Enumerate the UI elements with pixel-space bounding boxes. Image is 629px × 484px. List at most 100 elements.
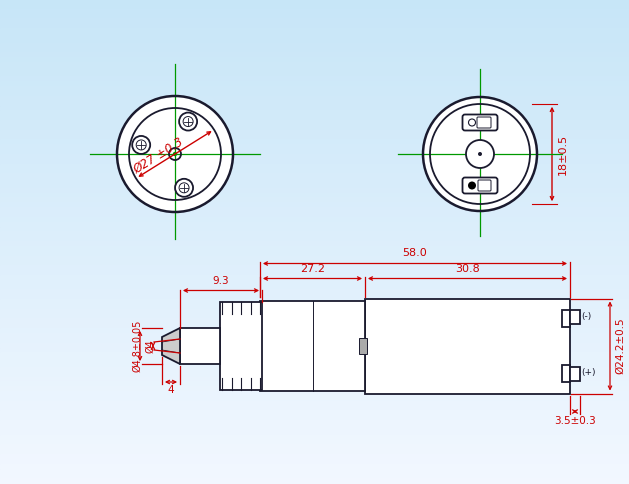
Bar (0, 57, 629, 63)
Bar (0, 149, 629, 155)
Bar (0, 430, 629, 436)
Bar (0, 367, 629, 373)
Bar (0, 23, 629, 29)
Bar (0, 280, 629, 286)
Bar (0, 217, 629, 223)
Bar (0, 183, 629, 189)
Bar (0, 159, 629, 165)
Bar (0, 130, 629, 136)
Bar (0, 285, 629, 290)
Bar (0, 410, 629, 416)
FancyBboxPatch shape (462, 178, 498, 194)
Bar (0, 135, 629, 140)
Bar (0, 33, 629, 39)
Bar (0, 81, 629, 87)
Bar (0, 168, 629, 174)
Bar (0, 357, 629, 363)
Circle shape (469, 119, 476, 126)
Bar (0, 231, 629, 237)
Bar (0, 241, 629, 247)
Circle shape (132, 136, 150, 154)
Bar (0, 222, 629, 227)
Bar (0, 43, 629, 48)
FancyBboxPatch shape (477, 117, 491, 128)
Bar (0, 343, 629, 348)
Bar (0, 251, 629, 257)
Bar (0, 352, 629, 358)
Bar (0, 473, 629, 479)
Bar (0, 144, 629, 150)
Circle shape (117, 96, 233, 212)
Bar (0, 256, 629, 261)
Text: Ø4.8±0.05: Ø4.8±0.05 (132, 320, 142, 372)
Bar (0, 164, 629, 169)
Bar (0, 91, 629, 97)
Bar (0, 391, 629, 397)
Bar (0, 323, 629, 329)
Bar (0, 304, 629, 310)
Bar (0, 4, 629, 10)
Bar (0, 299, 629, 305)
Bar (0, 62, 629, 68)
Text: 18±0.5: 18±0.5 (558, 134, 568, 175)
Bar (0, 236, 629, 242)
Text: Ø4: Ø4 (145, 339, 155, 353)
Bar (0, 106, 629, 111)
Bar (0, 478, 629, 484)
Bar (0, 318, 629, 324)
Bar (0, 72, 629, 77)
Circle shape (478, 152, 482, 156)
Bar (0, 314, 629, 319)
Text: (-): (-) (581, 312, 591, 320)
Bar (0, 459, 629, 465)
Bar (570, 310, 580, 324)
FancyBboxPatch shape (478, 180, 491, 191)
Bar (0, 454, 629, 460)
Bar (0, 265, 629, 271)
Bar (0, 372, 629, 378)
Bar (0, 338, 629, 344)
Text: 4: 4 (168, 385, 174, 395)
Circle shape (466, 140, 494, 168)
Text: (+): (+) (581, 368, 596, 378)
Bar (0, 425, 629, 431)
Bar (0, 309, 629, 315)
Bar (0, 415, 629, 421)
Text: Ø24.2±0.5: Ø24.2±0.5 (615, 318, 625, 374)
Bar (0, 464, 629, 469)
Bar (0, 439, 629, 445)
Bar (0, 139, 629, 145)
Bar (0, 115, 629, 121)
Bar (0, 96, 629, 102)
Bar (0, 67, 629, 73)
Bar (0, 47, 629, 53)
Bar (0, 212, 629, 218)
Bar (0, 154, 629, 160)
Bar (0, 173, 629, 179)
Text: 9.3: 9.3 (213, 276, 230, 287)
Text: Ø27 ±0.3: Ø27 ±0.3 (131, 136, 186, 177)
Bar (0, 435, 629, 440)
Bar (0, 0, 629, 5)
Bar (220, 302, 262, 390)
Bar (365, 299, 570, 393)
Bar (0, 110, 629, 116)
Bar (0, 76, 629, 82)
Polygon shape (162, 328, 180, 364)
Bar (0, 227, 629, 232)
Bar (0, 188, 629, 194)
Bar (0, 328, 629, 334)
Bar (0, 377, 629, 382)
Bar (0, 14, 629, 19)
Bar (0, 270, 629, 276)
Circle shape (468, 182, 476, 190)
Bar (0, 396, 629, 402)
FancyBboxPatch shape (462, 115, 498, 131)
Bar (0, 120, 629, 126)
Bar (0, 207, 629, 213)
Bar (0, 449, 629, 455)
Bar (260, 301, 365, 391)
Bar (0, 101, 629, 106)
Bar (0, 193, 629, 198)
Bar (562, 310, 570, 327)
